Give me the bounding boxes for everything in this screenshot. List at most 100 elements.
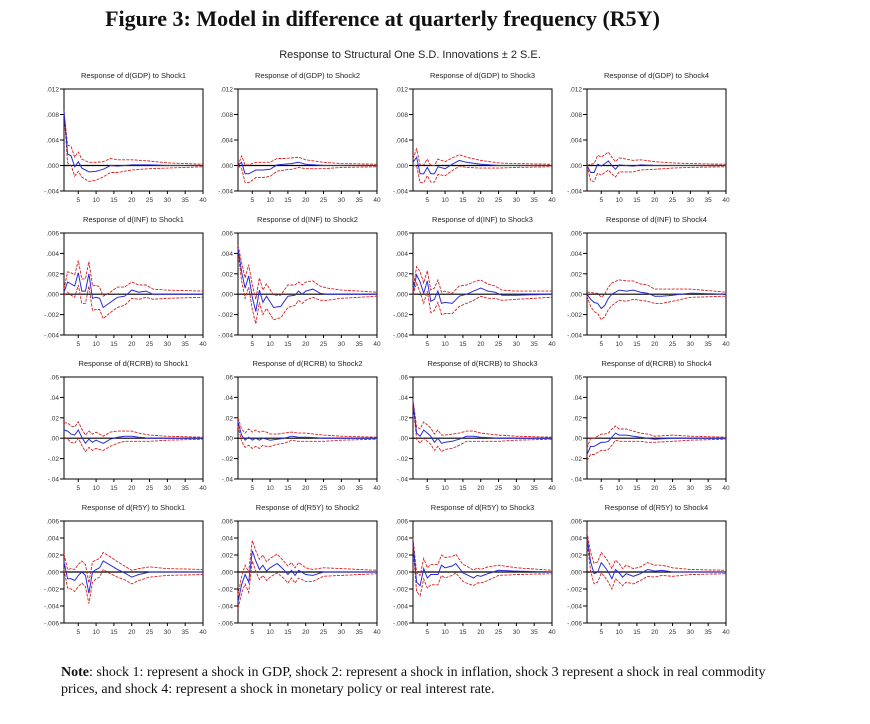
x-tick-label: 25: [669, 197, 677, 204]
plot-frame: [412, 376, 553, 480]
x-tick-label: 35: [356, 629, 364, 636]
y-tick-label: .00: [399, 436, 408, 443]
x-tick-label: 5: [425, 629, 429, 636]
x-tick-label: 40: [373, 485, 381, 492]
irf-panel: Response of d(R5Y) to Shock1 .006 .004 .002…: [44, 503, 207, 636]
y-tick-label: .000: [46, 292, 59, 299]
irf-panel: Response of d(GDP) to Shock1 .012 .008 .004…: [44, 71, 207, 204]
x-tick-label: 5: [250, 341, 254, 348]
lower-band-line: [237, 425, 378, 449]
x-tick-label: 15: [284, 485, 292, 492]
irf-panel: Response of d(RCRB) to Shock4 .06 .04 .02 .0…: [571, 359, 730, 492]
x-tick-label: 40: [199, 629, 207, 636]
panel-title: Response of d(RCRB) to Shock2: [252, 359, 362, 368]
x-tick-label: 5: [250, 485, 254, 492]
y-tick-label: .002: [569, 271, 582, 278]
x-tick-label: 5: [425, 485, 429, 492]
lower-band-line: [586, 165, 726, 182]
response-line: [63, 111, 203, 173]
upper-band-line: [586, 531, 727, 571]
upper-band-line: [587, 279, 727, 298]
plot-frame: [412, 88, 553, 192]
x-tick-label: 5: [425, 197, 429, 204]
response-line: [237, 550, 377, 602]
x-tick-label: 30: [513, 485, 521, 492]
response-line: [586, 536, 726, 581]
x-tick-label: 15: [633, 485, 641, 492]
plot-frame: [237, 232, 378, 336]
y-tick-label: .012: [569, 87, 582, 94]
x-tick-label: 40: [373, 341, 381, 348]
y-tick-label: -.006: [218, 621, 233, 628]
x-tick-label: 20: [477, 197, 485, 204]
y-tick-label: .006: [569, 231, 582, 238]
x-tick-label: 15: [284, 341, 292, 348]
y-tick-label: .06: [50, 375, 59, 382]
y-tick-label: -.04: [397, 477, 409, 484]
x-tick-label: 20: [302, 629, 310, 636]
x-tick-label: 35: [705, 197, 713, 204]
x-tick-label: 15: [459, 341, 467, 348]
plot-frame: [237, 376, 378, 480]
y-tick-label: .012: [395, 87, 408, 94]
x-tick-label: 30: [164, 629, 172, 636]
x-tick-label: 10: [615, 197, 623, 204]
x-tick-label: 35: [705, 485, 713, 492]
x-tick-label: 35: [531, 341, 539, 348]
upper-band-line: [237, 540, 378, 596]
upper-band-line: [586, 151, 726, 166]
note-label: Note: [61, 665, 89, 680]
upper-band-line: [63, 111, 204, 165]
x-tick-label: 35: [356, 485, 364, 492]
irf-panel: Response of d(RCRB) to Shock2 .06 .04 .02 .0…: [222, 359, 381, 492]
upper-band-line: [63, 260, 204, 297]
x-tick-label: 20: [302, 341, 310, 348]
plot-frame: [63, 232, 204, 336]
lower-band-line: [63, 568, 204, 604]
y-tick-label: .06: [399, 375, 408, 382]
x-tick-label: 35: [705, 629, 713, 636]
y-tick-label: .000: [46, 163, 59, 170]
response-line: [586, 160, 726, 173]
y-tick-label: .000: [569, 163, 582, 170]
response-line: [586, 289, 727, 310]
y-tick-label: .06: [573, 375, 582, 382]
plot-frame: [586, 376, 727, 480]
y-tick-label: -.002: [44, 587, 59, 594]
y-tick-label: .000: [395, 292, 408, 299]
x-tick-label: 30: [513, 197, 521, 204]
x-tick-label: 10: [266, 629, 274, 636]
y-tick-label: -.004: [218, 604, 233, 611]
y-tick-label: .000: [220, 292, 233, 299]
y-tick-label: -.004: [393, 604, 408, 611]
y-tick-label: .004: [46, 138, 59, 145]
x-tick-label: 10: [92, 197, 100, 204]
y-tick-label: -.04: [48, 477, 60, 484]
y-tick-label: .004: [220, 138, 233, 145]
y-tick-label: .004: [569, 536, 582, 543]
x-tick-label: 15: [633, 197, 641, 204]
irf-panel: Response of d(GDP) to Shock3 .012 .008 .004…: [393, 71, 556, 204]
y-tick-label: -.006: [567, 621, 582, 628]
irf-panel: Response of d(RCRB) to Shock1 .06 .04 .02 .0…: [48, 359, 207, 492]
y-tick-label: .008: [395, 112, 408, 119]
x-tick-label: 10: [441, 485, 449, 492]
x-tick-label: 5: [425, 341, 429, 348]
response-line: [412, 401, 552, 444]
x-tick-label: 20: [651, 485, 659, 492]
x-tick-label: 30: [338, 629, 346, 636]
irf-panel: Response of d(R5Y) to Shock3 .006 .004 .002…: [393, 503, 556, 636]
panel-title: Response of d(GDP) to Shock4: [604, 71, 709, 80]
x-tick-label: 35: [531, 197, 539, 204]
y-tick-label: -.004: [393, 189, 408, 196]
y-tick-label: .006: [220, 231, 233, 238]
plot-frame: [63, 376, 204, 480]
panel-title: Response of d(R5Y) to Shock3: [431, 503, 534, 512]
response-line: [63, 272, 203, 309]
panel-title: Response of d(INF) to Shock4: [606, 215, 707, 224]
x-tick-label: 10: [615, 341, 623, 348]
x-tick-label: 30: [338, 341, 346, 348]
x-tick-label: 10: [92, 629, 100, 636]
y-tick-label: -.002: [393, 587, 408, 594]
y-tick-label: -.002: [393, 312, 408, 319]
